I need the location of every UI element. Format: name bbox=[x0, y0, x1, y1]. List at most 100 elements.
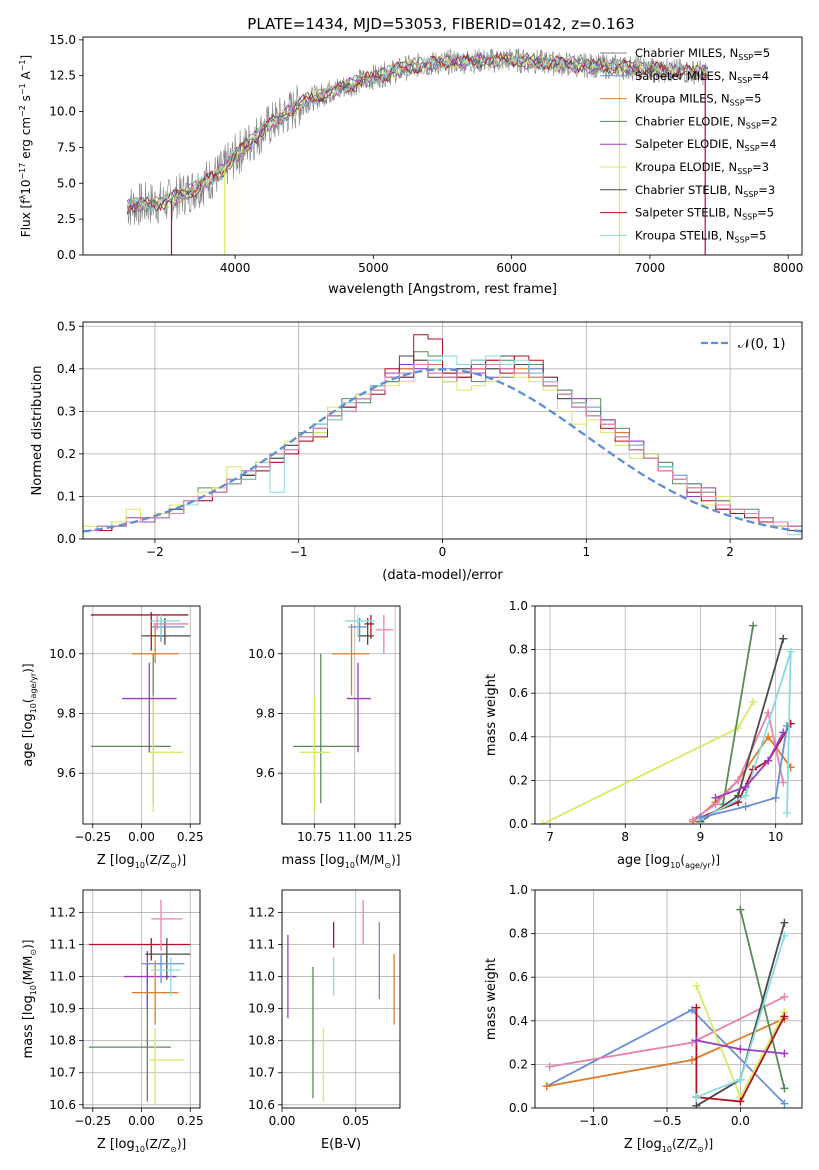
legend-label: Kroupa ELODIE, N bbox=[635, 160, 737, 174]
y-tick-label: 0.4 bbox=[509, 730, 528, 744]
data-point-marker bbox=[545, 1062, 554, 1071]
data-point-marker bbox=[749, 621, 758, 630]
legend-tail: =5 bbox=[745, 92, 762, 106]
y-tick-label: 10.6 bbox=[49, 1098, 76, 1112]
data-point-marker bbox=[749, 697, 758, 706]
x-tick-label: 6000 bbox=[496, 261, 527, 275]
y-tick-label: 10.7 bbox=[248, 1066, 275, 1080]
y-tick-label: 10.9 bbox=[49, 1002, 76, 1016]
label-part: 10 bbox=[662, 1145, 672, 1154]
legend-entry: Salpeter STELIB, NSSP=5 bbox=[635, 206, 774, 222]
label-part: λ bbox=[18, 195, 27, 200]
label-part: −1 bbox=[18, 83, 27, 95]
y-tick-label: 0.6 bbox=[509, 970, 528, 984]
legend-sub: SSP bbox=[730, 99, 745, 108]
y-axis-label: mass [log10(M/M⊙)] bbox=[21, 940, 38, 1059]
mass-weight-series bbox=[722, 625, 754, 805]
x-tick-label: 0.25 bbox=[177, 830, 204, 844]
x-tick-label: 11.00 bbox=[338, 830, 372, 844]
legend-label: Chabrier MILES, N bbox=[635, 46, 738, 60]
data-point-marker bbox=[771, 793, 780, 802]
label-part: (Z/Z bbox=[145, 853, 170, 867]
y-tick-label: 0.4 bbox=[509, 1014, 528, 1028]
data-point-marker bbox=[780, 1084, 789, 1093]
label-part: )] bbox=[21, 940, 35, 949]
y-tick-label: 11.0 bbox=[248, 970, 275, 984]
data-point-marker bbox=[741, 791, 750, 800]
axes-frame bbox=[82, 889, 201, 1109]
y-tick-label: 11.2 bbox=[49, 905, 76, 919]
plot-area bbox=[88, 899, 191, 1105]
legend-entry: Chabrier MILES, NSSP=5 bbox=[635, 46, 770, 62]
y-axis-label: Flux [fλ10−17 erg cm−2 s−1 A−1] bbox=[18, 55, 33, 237]
legend-tail: =4 bbox=[752, 69, 769, 83]
x-axis-label: (data-model)/error bbox=[382, 568, 503, 583]
data-point-marker bbox=[782, 809, 791, 818]
label-part: )] bbox=[711, 853, 720, 867]
label-part: ⊙ bbox=[384, 861, 391, 870]
legend-sub: SSP bbox=[737, 76, 752, 85]
data-point-marker bbox=[736, 905, 745, 914]
y-tick-label: 0.8 bbox=[509, 927, 528, 941]
label-part: 10 bbox=[135, 861, 145, 870]
y-tick-label: 15.0 bbox=[49, 33, 76, 47]
mass-weight-series bbox=[542, 701, 754, 824]
data-point-marker bbox=[780, 1049, 789, 1058]
label-part: erg cm bbox=[19, 117, 33, 163]
label-part: −1 bbox=[18, 59, 27, 71]
x-axis-label: age [log10(age/yr)] bbox=[617, 853, 720, 870]
data-point-marker bbox=[780, 1012, 789, 1021]
axes-frame bbox=[82, 605, 201, 825]
y-axis-label: Normed distribution bbox=[30, 366, 45, 496]
legend-entry: 𝒩(0, 1) bbox=[738, 337, 785, 352]
panel-mass-vs-Z: −0.25 0.00 0.25 10.6 10.7 10.8 10.9 11.0 11.1 11.… bbox=[21, 889, 204, 1154]
label-part: 10 bbox=[670, 861, 680, 870]
x-axis-label: E(B-V) bbox=[321, 1137, 361, 1152]
data-point-marker bbox=[741, 802, 750, 811]
y-axis-label: mass weight bbox=[484, 674, 499, 756]
label-part: age/yr bbox=[685, 861, 711, 870]
x-tick-label: −1.0 bbox=[579, 1114, 608, 1128]
legend-tail: =5 bbox=[757, 206, 774, 220]
data-point-marker bbox=[736, 1075, 745, 1084]
y-tick-label: 11.1 bbox=[248, 938, 275, 952]
y-tick-label: 10.8 bbox=[49, 1034, 76, 1048]
label-part: )] bbox=[177, 853, 186, 867]
legend-tail: =2 bbox=[761, 114, 778, 128]
data-point-marker bbox=[786, 647, 795, 656]
x-tick-label: 0.05 bbox=[342, 1114, 369, 1128]
label-part: A bbox=[19, 70, 33, 83]
y-tick-label: 0.0 bbox=[509, 817, 528, 831]
y-tick-label: 10.0 bbox=[248, 647, 275, 661]
legend-sub: SSP bbox=[737, 167, 752, 176]
data-point-marker bbox=[692, 1093, 701, 1102]
data-point-marker bbox=[688, 815, 697, 824]
y-tick-label: 11.0 bbox=[49, 970, 76, 984]
legend-label: Kroupa MILES, N bbox=[635, 92, 730, 106]
panel-age-vs-mass: 10.75 11.00 11.25 9.6 9.8 10.0 mass [log10(M/M… bbox=[248, 605, 412, 870]
label-part: 10 bbox=[19, 180, 33, 195]
legend-entry: Kroupa MILES, NSSP=5 bbox=[635, 92, 761, 108]
legend-sub: SSP bbox=[746, 121, 761, 130]
label-part: ⊙ bbox=[170, 1145, 177, 1154]
x-tick-label: 0.25 bbox=[177, 1114, 204, 1128]
figure-title: PLATE=1434, MJD=53053, FIBERID=0142, z=0… bbox=[247, 15, 634, 33]
y-tick-label: 0.2 bbox=[57, 447, 76, 461]
data-point-marker bbox=[687, 1005, 696, 1014]
label-part: )] bbox=[21, 663, 35, 672]
label-part: (M/M bbox=[355, 853, 384, 867]
normal-curve bbox=[83, 368, 802, 533]
label-part: ( bbox=[680, 853, 685, 867]
model-spectrum-line bbox=[126, 51, 709, 215]
legend-entry: Kroupa ELODIE, NSSP=3 bbox=[635, 160, 769, 176]
x-tick-label: 0.00 bbox=[269, 1114, 296, 1128]
data-point-marker bbox=[696, 813, 705, 822]
data-point-marker bbox=[711, 793, 720, 802]
x-tick-label: 0.00 bbox=[128, 830, 155, 844]
y-tick-label: 9.8 bbox=[256, 707, 275, 721]
x-tick-label: 4000 bbox=[220, 261, 251, 275]
y-tick-label: 0.1 bbox=[57, 489, 76, 503]
legend-tail: =5 bbox=[753, 46, 770, 60]
